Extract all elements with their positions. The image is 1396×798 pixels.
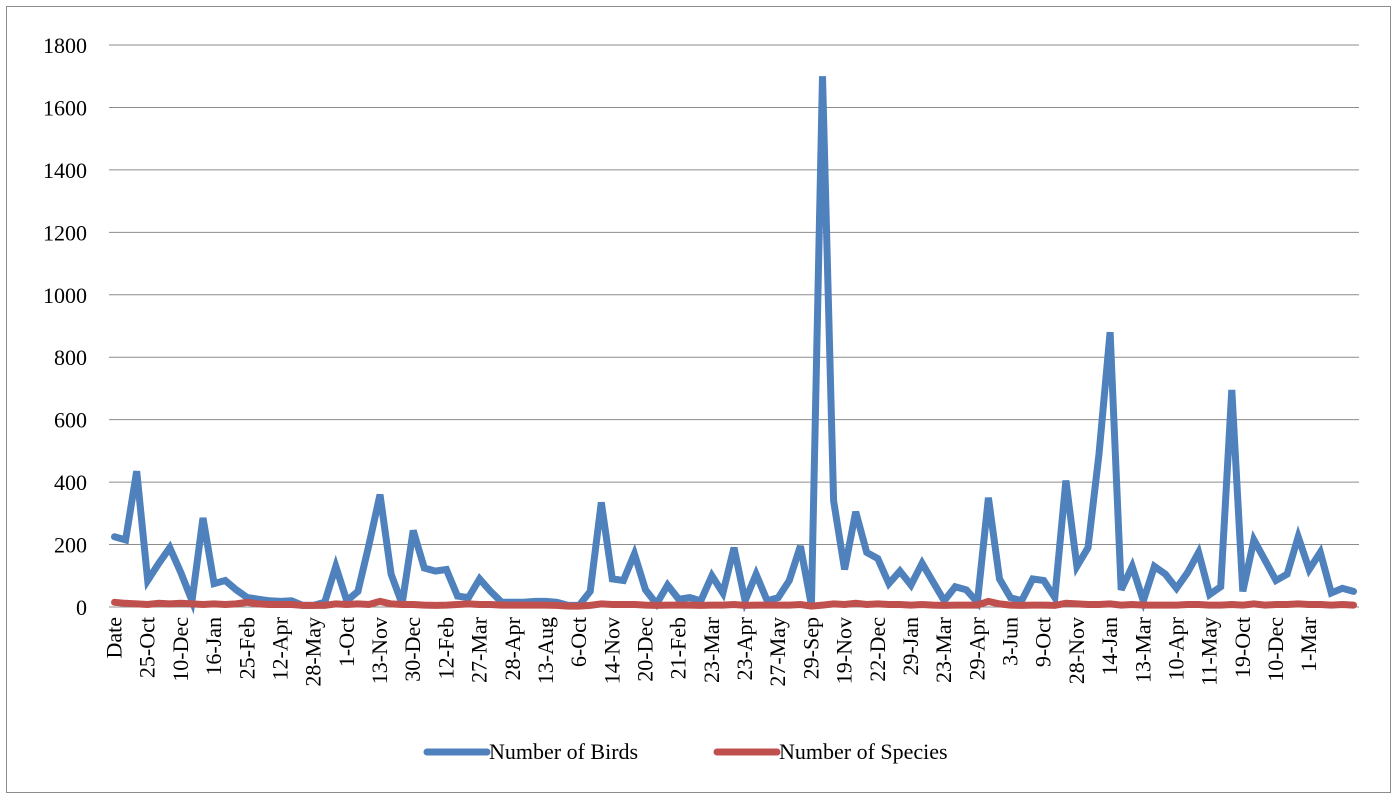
x-tick-label: 10-Dec bbox=[168, 617, 193, 682]
series-line-birds bbox=[111, 76, 1357, 615]
chart-frame: 0 200 400 600 800 1000 1200 1400 1600 1800 Date 25… bbox=[6, 6, 1391, 793]
x-tick-label: 13-Nov bbox=[367, 617, 392, 684]
x-tick-label: 27-May bbox=[765, 617, 790, 687]
x-tick-label: 28-Nov bbox=[1064, 617, 1089, 684]
x-tick-label: 28-May bbox=[301, 617, 326, 687]
x-tick-label: 27-Mar bbox=[467, 616, 492, 683]
legend-label: Number of Species bbox=[779, 739, 948, 764]
x-tick-label: 9-Oct bbox=[1031, 617, 1056, 667]
x-tick-label: 6-Oct bbox=[566, 617, 591, 667]
x-tick-label: 29-Apr bbox=[964, 616, 989, 680]
legend-label: Number of Birds bbox=[489, 739, 638, 764]
x-tick-label: 29-Jan bbox=[898, 617, 923, 676]
x-tick-label: 1-Oct bbox=[334, 617, 359, 667]
x-axis-tick-labels: Date 25-Oct 10-Dec 16-Jan 25-Feb 12-Apr 28-May… bbox=[102, 616, 1322, 686]
series-lines bbox=[111, 76, 1357, 615]
y-axis-tick-labels: 0 200 400 600 800 1000 1200 1400 1600 1800 bbox=[43, 33, 87, 620]
x-tick-label: 23-Mar bbox=[699, 616, 724, 683]
x-tick-label: 28-Apr bbox=[500, 616, 525, 680]
y-tick-label: 1600 bbox=[43, 95, 87, 120]
x-tick-label: 25-Oct bbox=[135, 617, 160, 678]
legend: Number of Birds Number of Species bbox=[423, 739, 948, 764]
x-tick-label: 14-Jan bbox=[1097, 617, 1122, 676]
x-tick-label: 25-Feb bbox=[234, 617, 259, 679]
x-tick-label: 11-May bbox=[1197, 617, 1222, 686]
y-tick-label: 1800 bbox=[43, 33, 87, 58]
y-tick-label: 0 bbox=[76, 595, 87, 620]
x-tick-label: 20-Dec bbox=[633, 617, 658, 682]
x-tick-label: 3-Jun bbox=[998, 617, 1023, 666]
y-tick-label: 1200 bbox=[43, 220, 87, 245]
y-tick-label: 1000 bbox=[43, 283, 87, 308]
gridlines bbox=[109, 44, 1359, 546]
x-tick-label: 1-Mar bbox=[1296, 616, 1321, 672]
y-tick-label: 1400 bbox=[43, 158, 87, 183]
x-tick-label: 10-Apr bbox=[1163, 616, 1188, 680]
x-tick-label: 29-Sep bbox=[798, 617, 823, 679]
y-tick-label: 600 bbox=[54, 408, 87, 433]
x-tick-label: 19-Nov bbox=[832, 617, 857, 684]
x-tick-label: 12-Apr bbox=[267, 616, 292, 680]
x-tick-label: 30-Dec bbox=[400, 617, 425, 682]
x-tick-label: 13-Aug bbox=[533, 617, 558, 684]
x-tick-label: 21-Feb bbox=[666, 617, 691, 679]
x-tick-label: 19-Oct bbox=[1230, 617, 1255, 678]
x-tick-label: 23-Apr bbox=[732, 616, 757, 680]
x-tick-label: 13-Mar bbox=[1130, 616, 1155, 683]
x-tick-label: 14-Nov bbox=[599, 617, 624, 684]
y-tick-label: 400 bbox=[54, 470, 87, 495]
x-tick-label: 16-Jan bbox=[201, 617, 226, 676]
y-tick-label: 800 bbox=[54, 345, 87, 370]
line-chart: 0 200 400 600 800 1000 1200 1400 1600 1800 Date 25… bbox=[43, 33, 1359, 764]
y-tick-label: 200 bbox=[54, 533, 87, 558]
x-tick-label: Date bbox=[102, 617, 127, 659]
x-tick-label: 22-Dec bbox=[865, 617, 890, 682]
x-tick-label: 10-Dec bbox=[1263, 617, 1288, 682]
series-line-species bbox=[111, 597, 1357, 610]
x-tick-label: 23-Mar bbox=[931, 616, 956, 683]
x-tick-label: 12-Feb bbox=[433, 617, 458, 679]
